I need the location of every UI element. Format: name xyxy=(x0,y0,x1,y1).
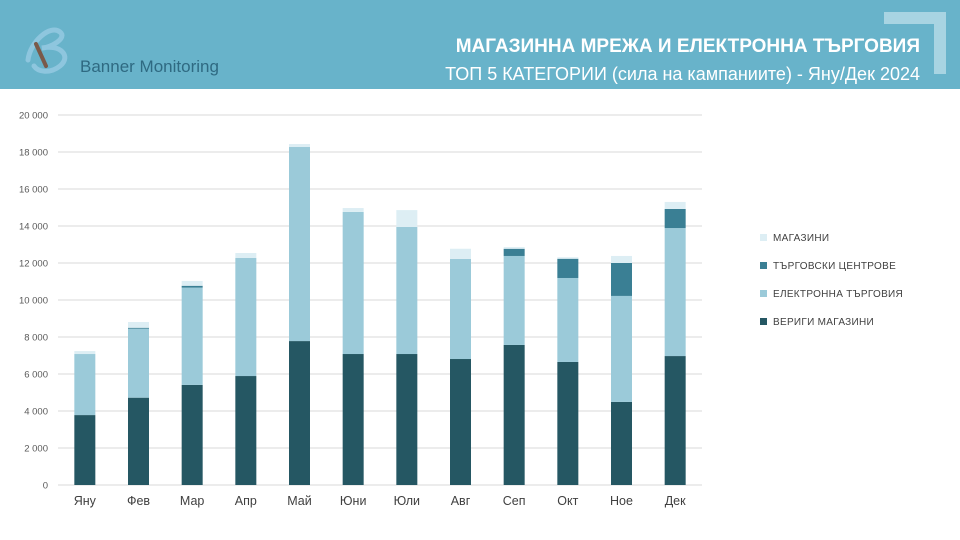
bar-segment xyxy=(396,354,418,485)
bar-segment xyxy=(503,255,525,345)
banner-logo-icon xyxy=(25,27,68,74)
legend-swatch xyxy=(760,262,767,269)
y-tick-label: 4 000 xyxy=(24,407,48,418)
y-tick-label: 14 000 xyxy=(19,222,48,233)
bar-segment xyxy=(181,384,203,485)
bar-segment xyxy=(503,248,525,256)
bar-segment xyxy=(74,351,96,355)
legend-item: ТЪРГОВСКИ ЦЕНТРОВЕ xyxy=(760,261,896,272)
x-tick-label: Сеп xyxy=(503,494,526,508)
x-tick-label: Окт xyxy=(557,494,578,508)
corner-decoration xyxy=(884,12,946,74)
bar-segment xyxy=(74,354,96,416)
legend-label: МАГАЗИНИ xyxy=(773,233,830,244)
legend-swatch xyxy=(760,234,767,241)
legend-item: ЕЛЕКТРОННА ТЪРГОВИЯ xyxy=(760,289,903,300)
y-tick-label: 18 000 xyxy=(19,148,48,159)
x-tick-label: Авг xyxy=(451,494,471,508)
y-tick-label: 6 000 xyxy=(24,370,48,381)
bar-segment xyxy=(557,257,579,259)
y-tick-label: 16 000 xyxy=(19,185,48,196)
stacked-bar-chart: 0 2 000 4 000 6 000 8 000 10 000 12 000 14 000 1… xyxy=(19,111,702,508)
x-tick-label: Ное xyxy=(610,494,633,508)
bar-segment xyxy=(235,376,257,485)
legend-label: ЕЛЕКТРОННА ТЪРГОВИЯ xyxy=(773,289,904,300)
bar-segment xyxy=(611,401,632,485)
bar-segment xyxy=(396,226,418,355)
bar-segment xyxy=(664,208,686,229)
bar-segment xyxy=(503,247,525,249)
brand-name: Banner Monitoring xyxy=(80,57,219,76)
y-tick-label: 10 000 xyxy=(19,296,48,307)
bar-segment xyxy=(289,341,310,485)
x-tick-label: Фев xyxy=(127,494,150,508)
page-subtitle: ТОП 5 КАТЕГОРИИ (сила на кампаниите) - Я… xyxy=(445,64,920,84)
y-tick-label: 0 xyxy=(43,481,48,492)
bar-segment xyxy=(557,258,579,278)
bar-segment xyxy=(450,248,471,259)
y-tick-label: 2 000 xyxy=(24,444,48,455)
bar-segment xyxy=(664,201,686,209)
legend-label: ВЕРИГИ МАГАЗИНИ xyxy=(773,317,875,328)
legend-item: МАГАЗИНИ xyxy=(760,233,829,244)
bar-segment xyxy=(74,415,96,485)
bar-segment xyxy=(181,287,203,385)
bar-segment xyxy=(664,356,686,485)
bar-segment xyxy=(128,322,149,328)
y-tick-label: 20 000 xyxy=(19,111,48,122)
bar-segment xyxy=(450,258,471,360)
legend-label: ТЪРГОВСКИ ЦЕНТРОВЕ xyxy=(773,261,897,272)
bar-segment xyxy=(342,211,364,355)
bar-segment xyxy=(557,277,579,362)
bar-segment xyxy=(289,144,310,148)
bar-segment xyxy=(235,258,257,377)
bar-segment xyxy=(342,208,364,212)
bar-segment xyxy=(611,263,632,296)
y-tick-label: 8 000 xyxy=(24,333,48,344)
x-tick-label: Яну xyxy=(74,494,97,508)
bar-segment xyxy=(503,344,525,485)
x-tick-label: Апр xyxy=(235,494,257,508)
page-title: МАГАЗИННА МРЕЖА И ЕЛЕКТРОННА ТЪРГОВИЯ xyxy=(455,36,920,57)
legend-item: ВЕРИГИ МАГАЗИНИ xyxy=(760,317,874,328)
y-tick-label: 12 000 xyxy=(19,259,48,270)
bar-segment xyxy=(128,327,149,329)
bar-segment xyxy=(181,280,203,286)
bar-segment xyxy=(450,359,471,485)
x-tick-label: Дек xyxy=(665,494,686,508)
bar-segment xyxy=(235,253,257,259)
legend-swatch xyxy=(760,318,767,325)
bar-segment xyxy=(128,397,149,485)
x-tick-label: Юни xyxy=(340,494,367,508)
header-banner: Banner Monitoring МАГАЗИННА МРЕЖА И ЕЛЕК… xyxy=(0,0,960,89)
bar-segment xyxy=(181,285,203,288)
bar-segment xyxy=(128,328,149,398)
bar-segment xyxy=(289,147,310,342)
x-tick-label: Мар xyxy=(180,494,205,508)
bar-segment xyxy=(611,295,632,402)
x-tick-label: Май xyxy=(287,494,312,508)
bar-segment xyxy=(611,255,632,263)
x-tick-label: Юли xyxy=(394,494,420,508)
legend-swatch xyxy=(760,290,767,297)
bar-segment xyxy=(342,354,364,485)
bar-segment xyxy=(557,361,579,485)
bar-segment xyxy=(396,210,418,227)
bar-segment xyxy=(664,228,686,357)
